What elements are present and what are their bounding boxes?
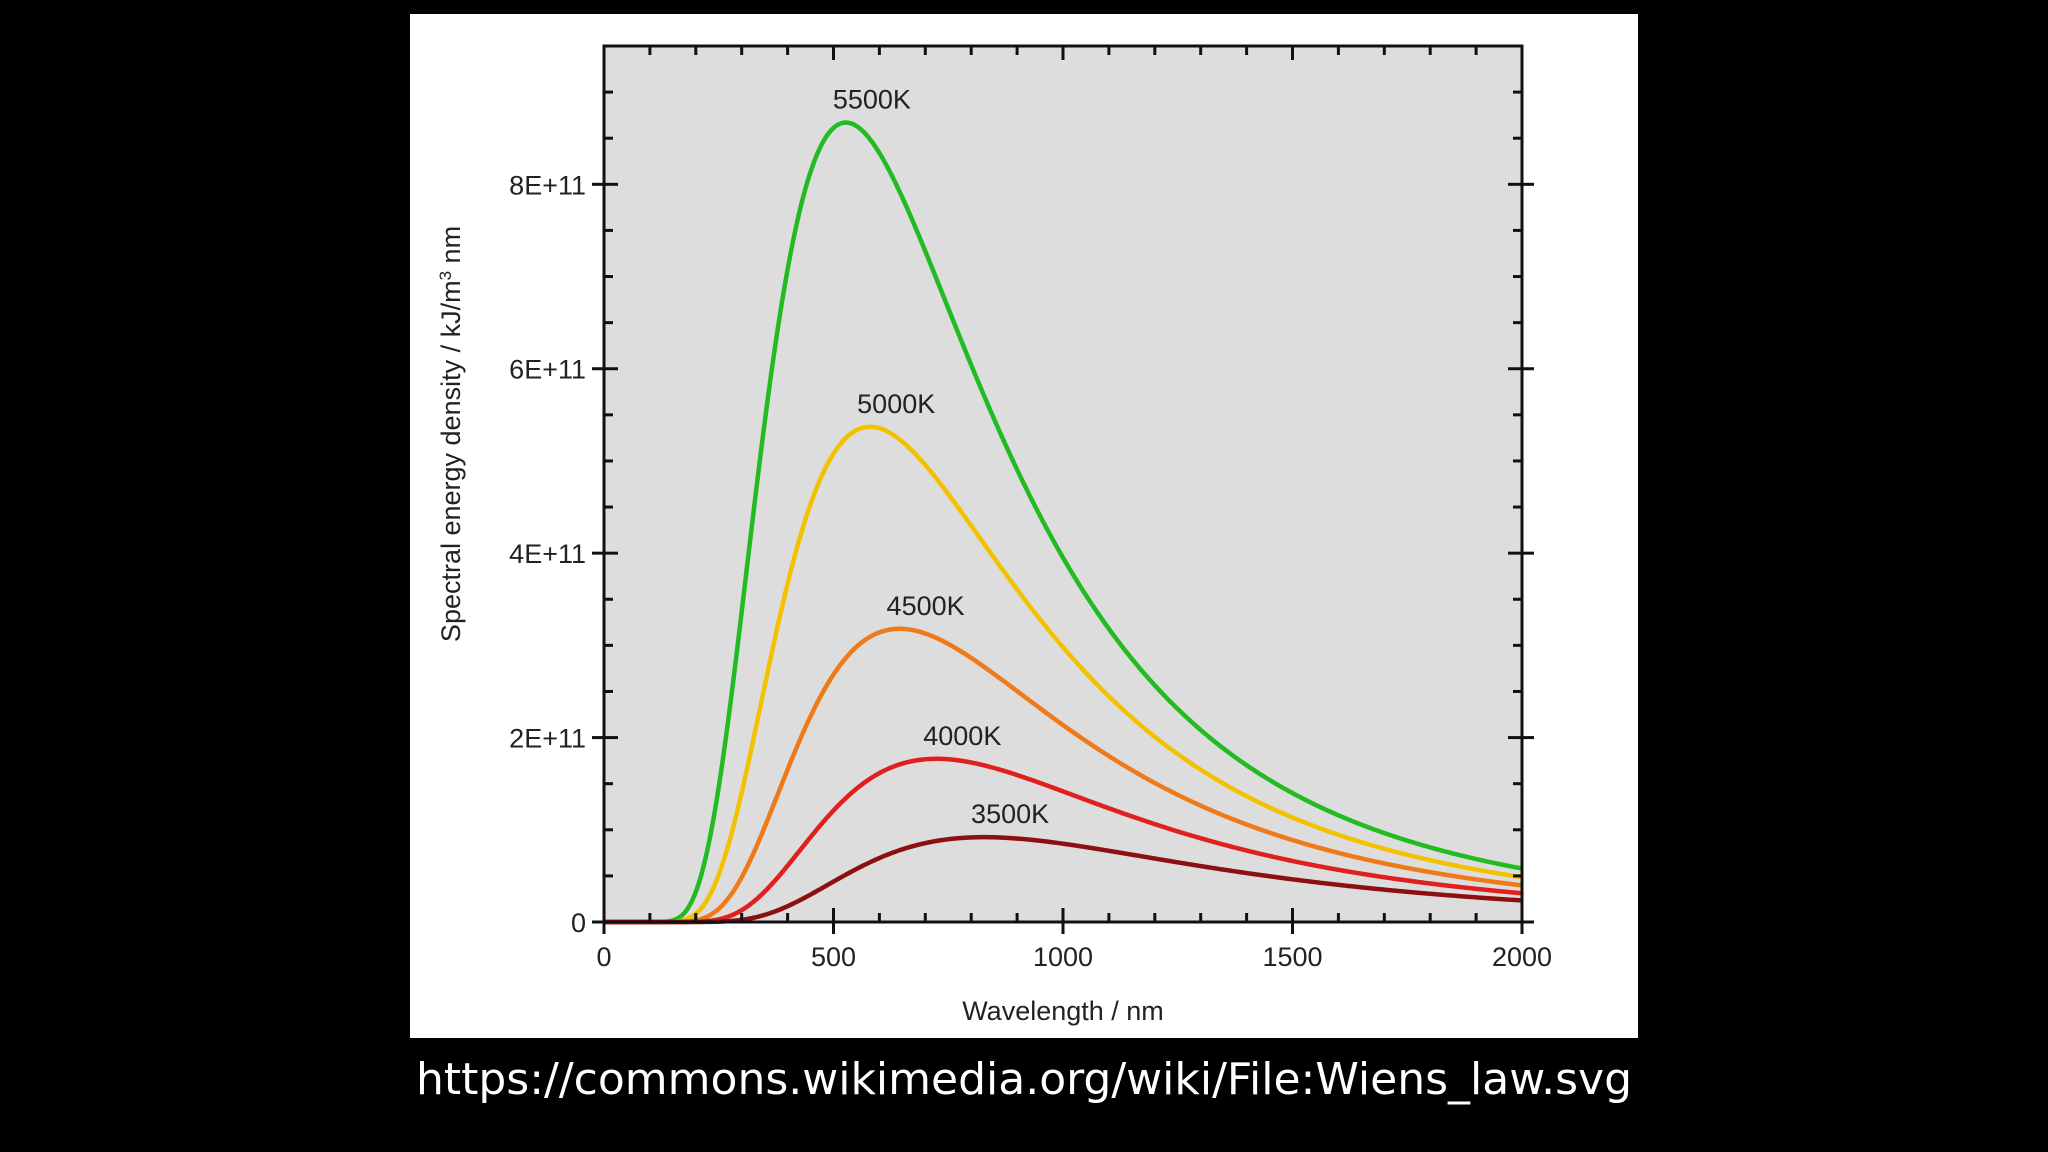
x-axis-title: Wavelength / nm [962, 996, 1164, 1026]
curve-labels: 5500K 5000K 4500K 4000K 3500K [833, 85, 1049, 830]
curve-label-5500k: 5500K [833, 85, 911, 115]
x-tick-label: 0 [596, 942, 611, 972]
y-tick-label: 0 [571, 908, 586, 938]
x-tick-label: 500 [811, 942, 856, 972]
chart-panel: 0 500 1000 1500 2000 0 2E+11 4E+11 6E+11 8E+11 55… [410, 14, 1638, 1038]
curve-3500k [604, 834, 1522, 925]
y-axis-title-main: Spectral energy density / kJ/m [436, 280, 466, 642]
curve-5500k [604, 120, 1522, 925]
source-url-caption: https://commons.wikimedia.org/wiki/File:… [415, 1054, 1633, 1105]
x-tick-label: 2000 [1492, 942, 1552, 972]
blackbody-chart: 0 500 1000 1500 2000 0 2E+11 4E+11 6E+11 8E+11 55… [436, 44, 1552, 1026]
y-axis-title-unit: nm [436, 226, 466, 271]
tick-labels: 0 500 1000 1500 2000 0 2E+11 4E+11 6E+11 8E+11 [509, 170, 1552, 972]
x-tick-label: 1500 [1262, 942, 1322, 972]
y-tick-label: 4E+11 [509, 539, 586, 569]
x-tick-label: 1000 [1033, 942, 1093, 972]
y-axis-title: Spectral energy density / kJ/m3 nm [436, 226, 467, 642]
plot-frame [602, 44, 1524, 924]
y-tick-label: 8E+11 [509, 170, 586, 200]
y-axis-title-sup: 3 [436, 271, 455, 280]
curve-label-4500k: 4500K [887, 591, 965, 621]
y-tick-label: 6E+11 [509, 355, 586, 385]
curves [604, 120, 1522, 925]
curve-label-3500k: 3500K [971, 799, 1049, 829]
curve-4000k [604, 756, 1522, 925]
curve-label-5000k: 5000K [857, 389, 935, 419]
curve-4500k [604, 626, 1522, 925]
y-tick-label: 2E+11 [509, 724, 586, 754]
curve-label-4000k: 4000K [923, 721, 1001, 751]
curve-5000k [604, 424, 1522, 925]
